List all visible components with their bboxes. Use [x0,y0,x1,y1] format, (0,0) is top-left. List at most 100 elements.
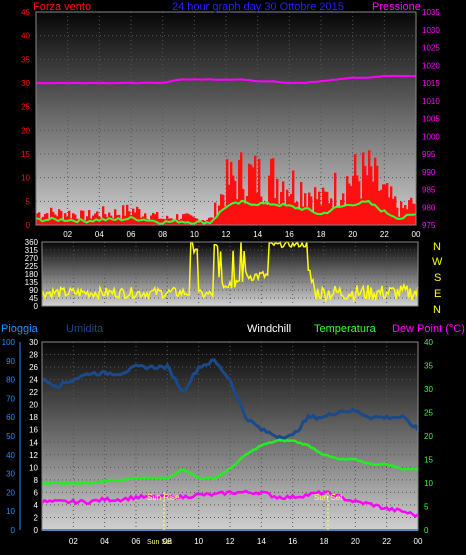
wind-bar [224,206,227,225]
wind-bar [332,208,335,225]
wind-bar [324,191,327,225]
temperature-tick-label: 15 [424,456,433,465]
humidity-tick-label: 22 [29,388,38,397]
time-tick-label: 12 [226,537,235,546]
wind-bar [64,213,67,225]
time-tick-label: 08 [158,230,167,239]
pressure-tick-label: 1035 [422,8,440,17]
wind-bar [140,217,143,225]
wind-bar [172,219,175,225]
wind-bar [384,184,387,225]
wind-bar [148,219,151,225]
wind-bar [182,214,185,225]
pressure-tick-label: 975 [422,221,436,230]
time-tick-label: 22 [380,230,389,239]
time-tick-label: 04 [100,537,109,546]
wind-bar [360,198,363,225]
wind-bar [368,150,371,225]
humidity-tick-label: 14 [29,438,38,447]
rain-tick-label: 40 [6,451,15,460]
wind-tick-label: 15 [21,150,30,159]
pressure-tick-label: 1010 [422,97,440,106]
direction-tick-label: 225 [25,262,39,271]
wind-bar [300,181,303,225]
wind-bar [380,189,383,225]
time-tick-label: 02 [63,230,72,239]
time-tick-label: 08 [163,537,172,546]
wind-bar [130,215,133,225]
humidity-tick-label: 28 [29,351,38,360]
panel-wind-pressure: 0510152025303540459759809859909951000100… [21,1,440,239]
wind-bar [214,202,217,225]
panel2-marks [41,240,419,304]
humidity-tick-label: 30 [29,338,38,347]
wind-bar [378,190,381,225]
pressure-tick-label: 1025 [422,44,440,53]
pressure-tick-label: 1030 [422,26,440,35]
wind-bar [154,214,157,225]
pressure-tick-label: 1000 [422,132,440,141]
wind-tick-label: 35 [21,55,30,64]
time-tick-label: 14 [253,230,262,239]
time-tick-label: 16 [288,537,297,546]
wind-bar [246,196,249,225]
compass-labels: N W S E N [432,241,443,316]
humidity-tick-label: 24 [29,376,38,385]
time-tick-label: 06 [127,230,136,239]
time-tick-label: 00 [412,230,421,239]
rain-tick-label: 50 [6,432,15,441]
compass-n-bottom: N [433,304,441,316]
wind-bar [114,209,117,225]
direction-tick-label: 45 [29,294,38,303]
wind-tick-label: 20 [21,126,30,135]
wind-bar [226,159,229,225]
wind-bar [50,207,53,225]
wind-bar [398,216,401,225]
time-tick-label: 20 [351,537,360,546]
wind-bar [102,206,105,225]
pressure-tick-label: 980 [422,203,436,212]
time-tick-label: 10 [190,230,199,239]
wind-bar [48,219,51,225]
wind-bar [388,197,391,225]
humidity-tick-label: 26 [29,363,38,372]
direction-tick-label: 135 [25,278,39,287]
wind-bar [186,213,189,225]
wind-bar [110,215,113,225]
wind-bar [316,199,319,225]
wind-bar [264,201,267,225]
direction-tick-label: 360 [25,238,39,247]
direction-tick-label: 270 [25,254,39,263]
wind-bar [240,152,243,225]
dewpoint-line [41,489,419,519]
temperature-line [41,438,419,485]
wind-bar [392,198,395,225]
wind-bar [166,215,169,225]
panel2-frame [41,241,419,307]
wind-bar [312,212,315,225]
wind-bar [256,192,259,225]
humidity-tick-label: 12 [29,451,38,460]
wind-bar [218,205,221,225]
wind-bar [160,218,163,225]
wind-bar [268,175,271,225]
humidity-tick-label: 4 [34,501,39,510]
wind-bar [122,205,125,225]
wind-bar [318,191,321,225]
pressure-axis-title: Pressione [372,1,421,13]
time-tick-label: 20 [348,230,357,239]
sunrise-label-bottom: Sun Set [147,539,172,546]
wind-bar [194,218,197,225]
time-tick-label: 02 [69,537,78,546]
rain-tick-label: 30 [6,470,15,479]
humidity-tick-label: 16 [29,426,38,435]
wind-bar [266,204,269,225]
dewpoint-legend: Dew Point (°C) [392,323,465,335]
pressure-tick-label: 1015 [422,79,440,88]
time-tick-label: 10 [194,537,203,546]
rain-tick-label: 10 [6,507,15,516]
wind-bar [82,210,85,225]
humidity-tick-label: 8 [34,476,39,485]
